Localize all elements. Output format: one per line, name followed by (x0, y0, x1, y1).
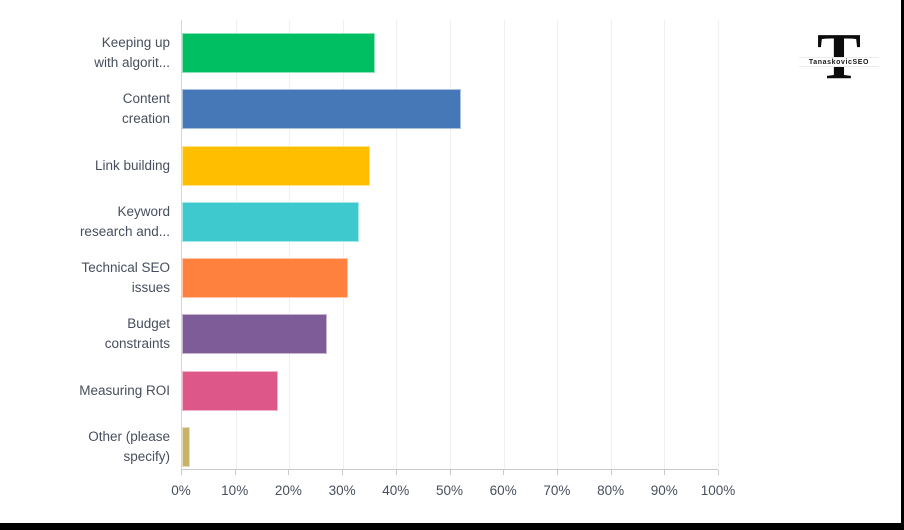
category-label-technical-seo-issues: Technical SEO issues (81, 260, 170, 295)
axis-tick-label: 0% (171, 483, 191, 498)
axis-tick (288, 470, 290, 475)
axis-tick-label: 40% (382, 483, 410, 498)
gridline (503, 20, 505, 469)
category-label-budget-constraints: Budget constraints (104, 316, 170, 352)
gridline (664, 20, 666, 469)
axis-tick-label: 100% (700, 483, 736, 498)
gridline (718, 20, 719, 469)
frame-edge-right (901, 0, 904, 530)
axis-tick (395, 470, 397, 475)
y-axis-labels: Keeping up with algorit... Content creation… (0, 20, 170, 470)
bar-content-creation (182, 89, 461, 130)
gridline (342, 20, 344, 469)
logo-letter-t: T (799, 24, 879, 90)
category-label-link-building: Link building (94, 157, 170, 173)
axis-tick (181, 470, 182, 475)
category-label-other-please-specify: Other (please specify) (88, 428, 170, 464)
plot-area (181, 20, 719, 470)
axis-tick (449, 470, 451, 475)
axis-tick (503, 470, 505, 475)
axis-tick (718, 470, 719, 475)
bar-budget-constraints (182, 314, 327, 355)
axis-tick-label: 30% (328, 483, 356, 498)
bar-keeping-up-with-algorit (182, 33, 375, 73)
gridline (557, 20, 559, 469)
bar-link-building (182, 145, 370, 186)
axis-tick-label: 90% (650, 483, 678, 498)
category-label-measuring-roi: Measuring ROI (79, 382, 170, 398)
frame-edge-bottom (0, 523, 904, 530)
bar-measuring-roi (182, 370, 279, 411)
category-label-keeping-up-with-algorit: Keeping up with algorit... (94, 35, 170, 70)
axis-tick (610, 470, 612, 475)
bar-keyword-research-and (182, 201, 359, 242)
axis-tick (664, 470, 666, 475)
gridline (450, 20, 451, 469)
gridline (610, 20, 612, 469)
axis-tick-label: 20% (274, 483, 302, 498)
axis-tick-label: 60% (489, 483, 517, 498)
axis-tick (234, 470, 236, 475)
gridline (235, 20, 237, 469)
x-axis: 0% 10% 20% 30% 40% 50% 60% 70% 80% 90% 100% (171, 470, 735, 500)
bar-other-please-specify (182, 426, 191, 467)
gridline (396, 20, 398, 469)
axis-tick-label: 70% (543, 483, 571, 498)
axis-tick (342, 470, 344, 475)
brand-logo: T TanaskovicSEO (799, 24, 879, 94)
axis-tick-label: 50% (435, 483, 464, 498)
axis-tick (556, 470, 558, 475)
axis-tick-label: 80% (597, 483, 625, 498)
logo-wordmark: TanaskovicSEO (799, 57, 879, 67)
gridline (289, 20, 291, 469)
bar-technical-seo-issues (182, 258, 349, 298)
axis-tick-label: 10% (221, 483, 249, 498)
category-label-keyword-research-and: Keyword research and... (79, 203, 170, 239)
category-label-content-creation: Content creation (121, 91, 170, 127)
